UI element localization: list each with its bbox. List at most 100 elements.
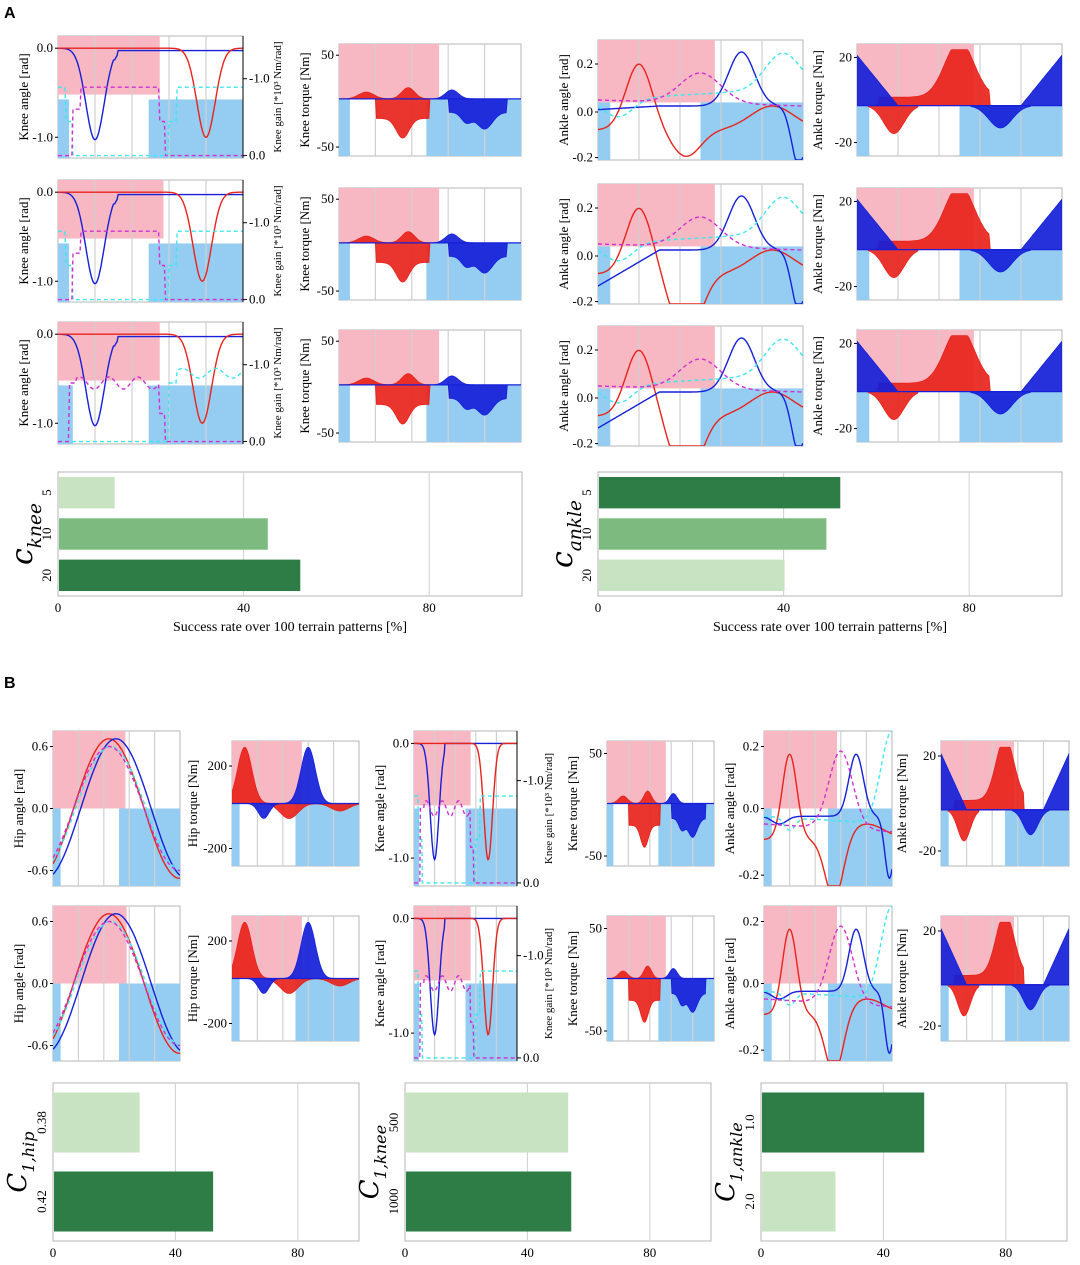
y-tick-label: 0.0 bbox=[393, 910, 409, 925]
swing-phase-shade bbox=[232, 803, 240, 866]
y-axis-label: Knee torque [Nm] bbox=[565, 756, 580, 851]
y-axis-label: Ankle torque [Nm] bbox=[894, 754, 909, 854]
y-axis-label: Ankle angle [rad] bbox=[556, 198, 571, 290]
gain-tick-label: 0.0 bbox=[523, 875, 539, 890]
swing-phase-shade bbox=[828, 808, 892, 886]
y-tick-label: -0.2 bbox=[738, 867, 759, 882]
ankle-red-trace bbox=[764, 753, 892, 886]
knee-magenta-gain bbox=[414, 975, 517, 1059]
ankle-red-trace bbox=[598, 63, 803, 158]
y-tick-label: 20 bbox=[923, 923, 936, 938]
bar-5 bbox=[59, 476, 115, 509]
ankle-torque-plot-a2: 20 -20 Ankle torque [Nm] bbox=[810, 329, 1063, 443]
swing-phase-shade bbox=[53, 808, 61, 886]
stance-phase-shade bbox=[339, 330, 440, 385]
swing-phase-shade bbox=[700, 388, 803, 446]
x-axis-label: Success rate over 100 terrain patterns [… bbox=[713, 620, 947, 635]
gain-axis-label: Knee gain [*10³ Nm/rad] bbox=[272, 41, 284, 152]
x-tick-label: 80 bbox=[291, 1245, 304, 1260]
ankle-torque-plot-b0: 20 -20 Ankle torque [Nm] bbox=[894, 740, 1070, 867]
swing-phase-shade bbox=[119, 808, 180, 886]
stance-phase-shade bbox=[339, 188, 440, 243]
swing-phase-shade bbox=[58, 385, 73, 444]
ankle-magenta-trace bbox=[764, 925, 892, 1008]
stance-phase-shade bbox=[764, 731, 837, 809]
y-tick-label: 50 bbox=[321, 47, 334, 62]
ankle-red-trace bbox=[764, 928, 892, 1061]
swing-phase-shade bbox=[598, 102, 611, 160]
gain-axis-label: Knee gain [*10³ Nm/rad] bbox=[543, 753, 555, 864]
bar-chart-hip-b: 0.38 0.42 0 40 80 C1,hip bbox=[3, 1082, 360, 1260]
coefficient-label: cknee bbox=[5, 503, 46, 565]
bar-10 bbox=[59, 518, 268, 550]
coefficient-subscript: ankle bbox=[565, 500, 586, 551]
swing-phase-shade bbox=[232, 978, 240, 1041]
y-tick-label: -200 bbox=[203, 841, 227, 856]
y-axis-label: Knee angle [rad] bbox=[16, 53, 31, 140]
swing-phase-shade bbox=[339, 242, 350, 300]
y-tick-label: 0.0 bbox=[37, 40, 53, 55]
x-tick-label: 0 bbox=[402, 1245, 409, 1260]
coefficient-base: C bbox=[711, 1182, 741, 1202]
y-tick-label: -1.0 bbox=[32, 273, 53, 288]
gain-axis-label: Knee gain [*10³ Nm/rad] bbox=[543, 928, 555, 1039]
gain-axis-label: Knee gain [*10³ Nm/rad] bbox=[272, 185, 284, 296]
y-axis-label: Ankle angle [rad] bbox=[722, 763, 737, 855]
y-axis-label: Knee angle [rad] bbox=[16, 339, 31, 426]
y-tick-label: -1.0 bbox=[32, 415, 53, 430]
x-tick-label: 40 bbox=[777, 600, 790, 615]
swing-phase-shade bbox=[148, 385, 243, 444]
gain-axis-label: Knee gain [*10³ Nm/rad] bbox=[272, 327, 284, 438]
swing-phase-shade bbox=[941, 809, 949, 866]
y-tick-label: 50 bbox=[321, 333, 334, 348]
bar-20 bbox=[59, 559, 301, 592]
x-tick-label: 0 bbox=[55, 600, 62, 615]
y-axis-label: Ankle torque [Nm] bbox=[810, 336, 825, 436]
category-label: 20 bbox=[39, 569, 54, 582]
y-tick-label: 0.0 bbox=[577, 104, 593, 119]
coefficient-subscript: 1,hip bbox=[19, 1131, 38, 1172]
bar-0.38 bbox=[54, 1092, 140, 1153]
bar-chart-knee-b: 500 1000 0 40 80 C1,knee bbox=[355, 1082, 712, 1260]
y-tick-label: -0.6 bbox=[27, 1038, 48, 1053]
swing-phase-shade bbox=[53, 983, 61, 1061]
y-tick-label: -200 bbox=[203, 1016, 227, 1031]
swing-phase-shade bbox=[414, 983, 420, 1061]
knee-blue-trace bbox=[58, 191, 243, 285]
category-label: 2.0 bbox=[742, 1193, 757, 1209]
y-axis-label: Hip angle [rad] bbox=[11, 769, 26, 848]
y-axis-label: Hip torque [Nm] bbox=[185, 935, 200, 1022]
bar-5 bbox=[599, 476, 841, 509]
ankle-red-trace bbox=[598, 207, 803, 304]
y-tick-label: 0.2 bbox=[743, 739, 759, 754]
y-axis-label: Ankle angle [rad] bbox=[722, 938, 737, 1030]
x-tick-label: 40 bbox=[877, 1245, 890, 1260]
ankle-torque-plot-a1: 20 -20 Ankle torque [Nm] bbox=[810, 187, 1063, 301]
bar-500 bbox=[406, 1092, 569, 1153]
hip-red-trace bbox=[53, 913, 180, 1054]
bar-10 bbox=[599, 518, 827, 550]
y-axis-label: Ankle torque [Nm] bbox=[894, 929, 909, 1029]
y-tick-label: 0.0 bbox=[577, 248, 593, 263]
y-axis-label: Ankle torque [Nm] bbox=[810, 50, 825, 150]
y-tick-label: 0.6 bbox=[32, 914, 49, 929]
y-tick-label: 0.6 bbox=[32, 739, 49, 754]
y-tick-label: 20 bbox=[839, 193, 852, 208]
stance-phase-shade bbox=[764, 906, 837, 984]
y-tick-label: 20 bbox=[923, 748, 936, 763]
ankle-cyan-trace bbox=[764, 906, 892, 1006]
y-tick-label: 20 bbox=[839, 335, 852, 350]
bar-chart-knee: 5 10 20 0 40 80 Success rate over 100 terrain … bbox=[5, 471, 523, 635]
swing-phase-shade bbox=[295, 978, 359, 1041]
